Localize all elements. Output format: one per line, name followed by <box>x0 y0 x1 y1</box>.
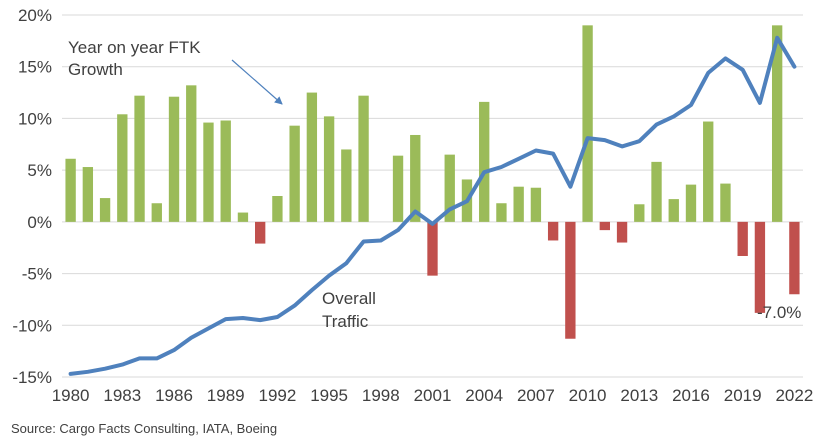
bar-1999 <box>392 155 404 222</box>
bar-2022 <box>789 221 800 295</box>
bar-1995 <box>323 116 335 222</box>
x-axis-tick-labels: 1980 1983 1986 1989 1992 1995 1998 2001 2004 2007… <box>52 386 813 405</box>
bar-2017 <box>703 121 714 222</box>
traffic-line-path <box>68 35 797 376</box>
bar-2013 <box>634 204 645 222</box>
bar-series-label-line2: Growth <box>68 60 123 79</box>
y-tick-label: 20% <box>18 6 52 25</box>
bar-1987 <box>186 85 197 222</box>
bar-1988 <box>203 122 214 222</box>
x-tick-label: 2010 <box>569 386 607 405</box>
y-tick-label: 15% <box>18 58 52 77</box>
bar-2007 <box>530 187 542 222</box>
bar-2011 <box>599 221 610 231</box>
x-tick-label: 2001 <box>414 386 452 405</box>
bar-1990 <box>237 212 249 222</box>
source-note: Source: Cargo Facts Consulting, IATA, Bo… <box>11 421 277 436</box>
bar-1983 <box>117 114 128 222</box>
bar-1996 <box>341 149 352 222</box>
bar-2005 <box>496 203 507 222</box>
bar-1982 <box>99 198 111 222</box>
x-tick-label: 1992 <box>258 386 296 405</box>
line-series-label-line1: Overall <box>322 289 376 308</box>
x-tick-label: 2016 <box>672 386 710 405</box>
bar-1984 <box>134 95 145 222</box>
bar-2014 <box>651 161 662 222</box>
bar-2010 <box>582 25 593 222</box>
x-tick-label: 1980 <box>52 386 90 405</box>
y-tick-label: 0% <box>27 213 52 232</box>
growth-bars <box>65 25 800 339</box>
bar-1989 <box>220 120 231 222</box>
bar-1997 <box>358 95 369 222</box>
y-axis-tick-labels: 20% 15% 10% 5% 0% -5% -10% -15% <box>12 6 52 387</box>
bar-2001 <box>427 221 438 276</box>
bar-1980 <box>65 158 76 222</box>
bar-label-arrow <box>231 59 283 105</box>
bar-2018 <box>720 183 731 222</box>
y-tick-label: 5% <box>27 161 52 180</box>
bar-2008 <box>547 221 559 241</box>
x-tick-label: 2019 <box>724 386 762 405</box>
line-series-label-line2: Traffic <box>322 312 369 331</box>
bar-1992 <box>272 196 283 222</box>
x-tick-label: 2004 <box>465 386 503 405</box>
x-tick-label: 1986 <box>155 386 193 405</box>
last-value-label: -7.0% <box>757 303 801 322</box>
x-tick-label: 1983 <box>103 386 141 405</box>
bar-1981 <box>82 167 94 222</box>
y-tick-label: -5% <box>22 265 52 284</box>
bar-1985 <box>151 203 162 222</box>
bar-2019 <box>737 221 748 256</box>
bar-2004 <box>479 101 490 222</box>
x-tick-label: 1989 <box>207 386 245 405</box>
bar-2015 <box>668 199 679 222</box>
x-tick-label: 1998 <box>362 386 400 405</box>
bar-1986 <box>168 96 180 222</box>
bar-2020 <box>754 221 766 313</box>
y-tick-label: 10% <box>18 109 52 128</box>
x-tick-label: 2007 <box>517 386 555 405</box>
x-tick-label: 1995 <box>310 386 348 405</box>
bar-2000 <box>410 134 421 222</box>
bar-2009 <box>565 221 576 339</box>
bar-2012 <box>616 221 628 243</box>
bar-2021 <box>771 25 783 222</box>
bar-2006 <box>513 186 524 222</box>
bar-series-label-line1: Year on year FTK <box>68 38 201 57</box>
x-tick-label: 2022 <box>775 386 813 405</box>
x-tick-label: 2013 <box>620 386 658 405</box>
traffic-line <box>68 35 797 376</box>
y-tick-label: -15% <box>12 368 52 387</box>
y-tick-label: -10% <box>12 316 52 335</box>
bar-2016 <box>685 184 697 222</box>
bar-1993 <box>289 125 300 222</box>
bar-1991 <box>255 221 266 244</box>
bar-2002 <box>444 154 455 222</box>
bar-1994 <box>306 92 318 222</box>
